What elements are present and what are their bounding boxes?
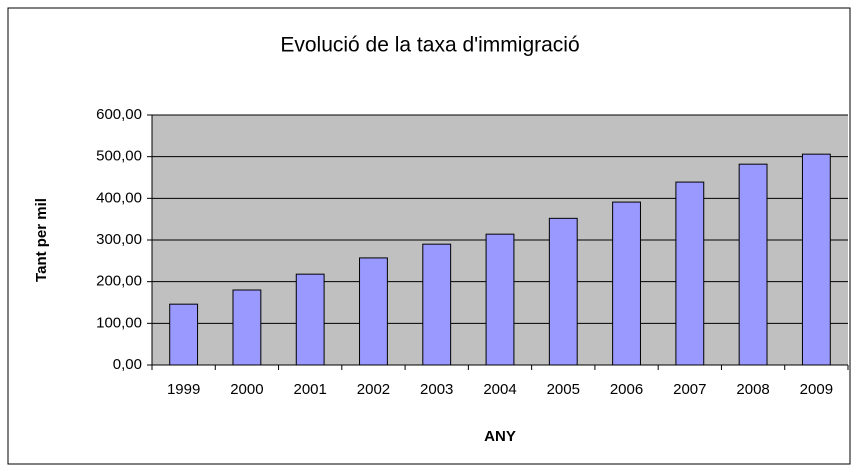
bar: [548, 217, 578, 366]
bar: [801, 153, 831, 366]
y-tick-label: 400,00: [96, 189, 142, 206]
bar: [485, 233, 515, 366]
y-axis-label: Tant per mil: [33, 198, 50, 282]
bar: [295, 273, 325, 366]
x-tick-label: 2000: [230, 381, 263, 398]
x-tick-label: 2005: [547, 381, 580, 398]
x-tick-label: 2001: [293, 381, 326, 398]
x-tick-label: 2006: [610, 381, 643, 398]
chart-title: Evolució de la taxa d'immigració: [280, 34, 579, 57]
y-tick-label: 600,00: [96, 106, 142, 123]
x-tick-label: 1999: [167, 381, 200, 398]
x-axis-label: ANY: [484, 428, 516, 445]
bar: [232, 289, 262, 366]
y-tick-label: 500,00: [96, 148, 142, 165]
x-tick-label: 2004: [483, 381, 516, 398]
bar: [422, 243, 452, 366]
y-tick-label: 100,00: [96, 314, 142, 331]
x-tick-label: 2009: [800, 381, 833, 398]
x-tick-label: 2007: [673, 381, 706, 398]
x-tick-label: 2003: [420, 381, 453, 398]
x-tick-label: 2008: [736, 381, 769, 398]
x-tick-label: 2002: [357, 381, 390, 398]
bar: [359, 257, 388, 366]
y-tick-label: 0,00: [113, 356, 142, 373]
bar: [612, 201, 641, 366]
y-tick-label: 200,00: [96, 273, 142, 290]
bar: [169, 303, 199, 366]
y-tick-label: 300,00: [96, 231, 142, 248]
bar: [675, 181, 705, 366]
bar: [738, 163, 768, 366]
